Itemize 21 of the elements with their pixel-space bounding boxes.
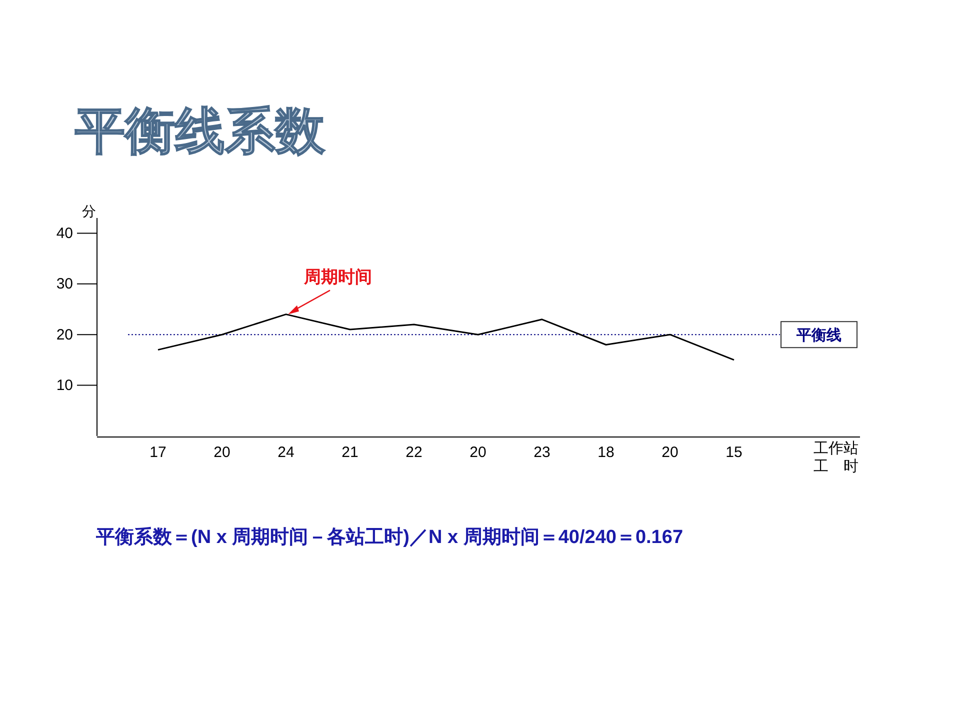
chart-title: 平衡线系数	[74, 103, 326, 159]
x-tick-label: 17	[150, 444, 166, 461]
x-tick-label: 18	[598, 444, 614, 461]
ref-line-label: 平衡线	[796, 326, 842, 344]
x-tick-label: 21	[342, 444, 358, 461]
x-tick-label: 20	[470, 444, 486, 461]
y-tick-label: 40	[56, 225, 73, 242]
x-tick-label: 20	[214, 444, 230, 461]
y-axis-title: 分	[82, 203, 96, 219]
x-tick-label: 20	[662, 444, 678, 461]
line-series	[157, 314, 735, 361]
x-tick-label: 24	[278, 444, 294, 461]
x-tick-label: 23	[534, 444, 550, 461]
annotation: 周期时间	[303, 267, 372, 286]
x-tick-label: 15	[726, 444, 742, 461]
y-tick-label: 20	[56, 326, 73, 344]
x-axis-title: 工作站工 时	[814, 440, 858, 475]
y-tick-label: 30	[56, 276, 73, 293]
y-tick-label: 10	[56, 377, 73, 394]
x-tick-label: 22	[406, 444, 422, 461]
text: 平衡系数＝(N x 周期时间－各站工时)／N x 周期时间＝40/240＝0.167	[95, 526, 684, 548]
